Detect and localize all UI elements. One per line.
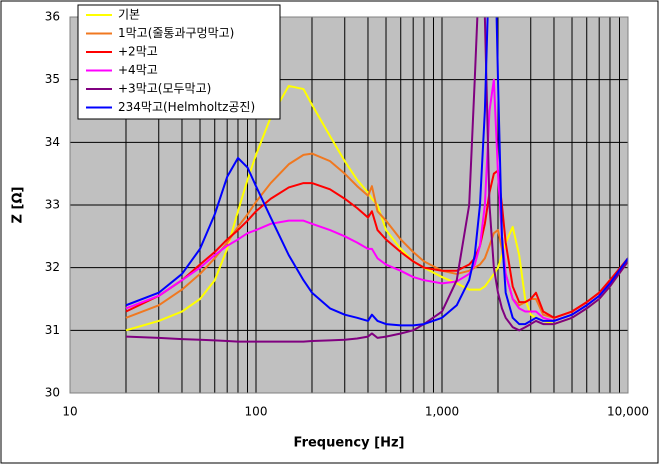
- y-tick-label: 34: [45, 135, 60, 149]
- series-line: [125, 169, 628, 319]
- series-line: [125, 78, 628, 322]
- labels: 10 100 1,000 10,000 30 31 32 33 34 35 36: [45, 10, 649, 419]
- legend-label: 1막고(줄통과구멍막고): [118, 26, 234, 40]
- legend-box: [77, 4, 281, 120]
- series-line: [125, 84, 628, 332]
- legend-label: 234막고(Helmholtz공진): [118, 100, 255, 114]
- y-tick-label: 30: [45, 386, 60, 400]
- y-tick-label: 31: [45, 323, 60, 337]
- legend-label: 기본: [118, 8, 140, 22]
- x-tick-label: 100: [245, 405, 268, 419]
- x-tick-label: 10,000: [607, 405, 649, 419]
- series-line: [125, 152, 628, 319]
- y-tick-label: 36: [45, 10, 60, 24]
- legend-label: +4막고: [118, 63, 158, 77]
- legend-label: +2막고: [118, 45, 158, 59]
- y-tick-label: 32: [45, 260, 60, 274]
- y-tick-label: 33: [45, 198, 60, 212]
- y-axis-title: Z [Ω]: [11, 187, 26, 224]
- x-axis-title: Frequency [Hz]: [294, 436, 405, 451]
- x-tick-label: 1,000: [425, 405, 459, 419]
- plot-border: [69, 16, 629, 394]
- lines: [125, 17, 628, 343]
- series-line: [125, 17, 628, 327]
- legend-label: +3막고(모두막고): [118, 82, 211, 96]
- series-line: [125, 17, 628, 343]
- x-tick-label: 10: [62, 405, 77, 419]
- y-tick-label: 35: [45, 72, 60, 86]
- legend: 기본 1막고(줄통과구멍막고) +2막고 +4막고 +3막고(모두막고) 234막고(He…: [77, 4, 281, 120]
